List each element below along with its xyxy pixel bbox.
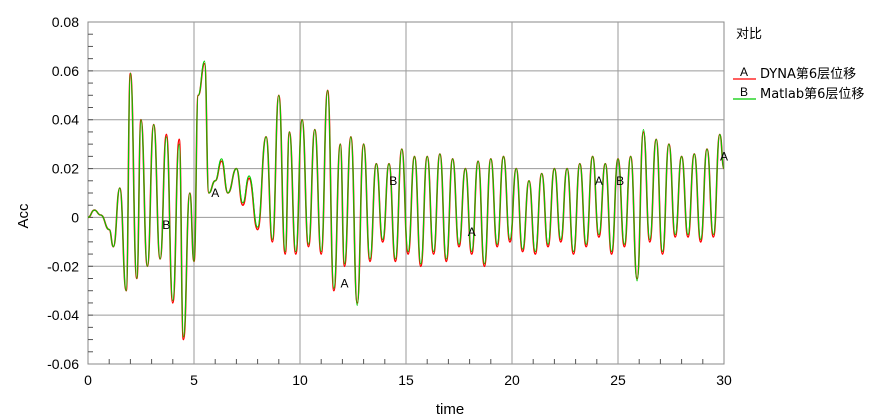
legend-title: 对比 <box>736 27 762 42</box>
series-marker-label: B <box>162 218 170 232</box>
series-marker-label: A <box>595 174 603 188</box>
x-tick-label: 20 <box>504 372 520 388</box>
legend: 对比 A DYNA第6层位移 B Matlab第6层位移 <box>733 27 864 102</box>
y-axis-label: Acc <box>15 203 32 229</box>
y-tick-label: 0.02 <box>52 161 79 177</box>
y-tick-label: -0.04 <box>47 307 79 323</box>
series-lines <box>87 60 725 341</box>
legend-entries: A DYNA第6层位移 B Matlab第6层位移 <box>733 65 864 102</box>
legend-label: Matlab第6层位移 <box>760 87 864 102</box>
axes: 0 5 10 15 20 25 30 -0.06 -0.04 -0.02 0 0.02 0.04 0.06… <box>47 14 732 388</box>
series-marker-label: A <box>341 276 349 290</box>
series-marker-label: A <box>468 225 476 239</box>
y-tick-label: -0.06 <box>47 356 79 372</box>
x-axis-label: time <box>436 401 464 418</box>
grid <box>87 21 725 365</box>
legend-marker: A <box>740 65 748 79</box>
y-tick-label: 0.06 <box>52 63 79 79</box>
y-tick-label: -0.02 <box>47 258 79 274</box>
x-tick-label: 0 <box>84 372 92 388</box>
legend-label: DYNA第6层位移 <box>760 67 856 82</box>
y-tick-label: 0.08 <box>52 14 79 30</box>
series-line-b <box>87 60 725 338</box>
x-tick-label: 10 <box>292 372 308 388</box>
series-marker-label: B <box>389 174 397 188</box>
series-marker-label: A <box>720 149 728 163</box>
x-tick-label: 25 <box>610 372 626 388</box>
x-tick-label: 15 <box>398 372 414 388</box>
x-tick-label: 30 <box>716 372 732 388</box>
y-tick-label: 0 <box>71 209 79 225</box>
series-marker-label: B <box>616 174 624 188</box>
y-tick-label: 0.04 <box>52 112 79 128</box>
series-marker-label: A <box>211 186 219 200</box>
x-tick-label: 5 <box>190 372 198 388</box>
legend-marker: B <box>740 85 748 99</box>
